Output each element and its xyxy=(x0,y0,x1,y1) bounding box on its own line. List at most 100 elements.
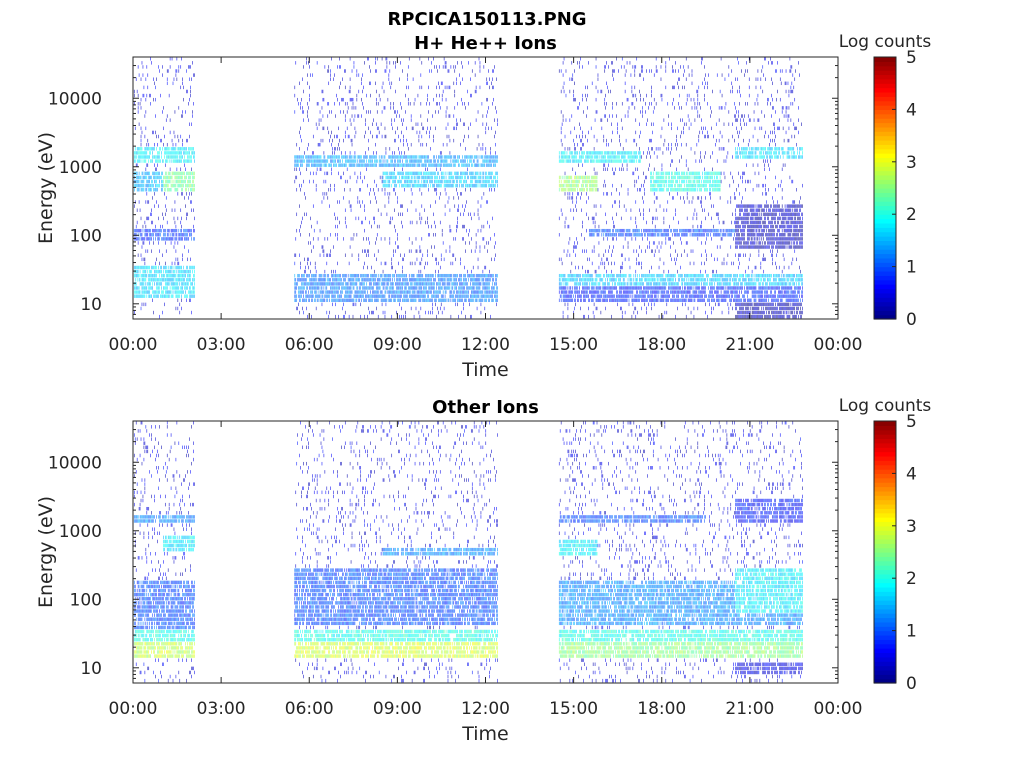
spectrogram-cell xyxy=(428,188,429,192)
spectrogram-cell xyxy=(414,175,416,180)
spectrogram-cell xyxy=(312,273,314,278)
spectrogram-cell xyxy=(579,122,580,126)
spectrogram-cell xyxy=(447,298,449,303)
spectrogram-cell xyxy=(145,147,147,151)
spectrogram-cell xyxy=(158,241,159,245)
spectrogram-cell xyxy=(330,183,331,188)
spectrogram-cell xyxy=(470,163,472,167)
spectrogram-cell xyxy=(450,290,452,294)
spectrogram-cell xyxy=(322,97,324,102)
spectrogram-cell xyxy=(306,163,307,167)
spectrogram-cell xyxy=(559,175,561,180)
spectrogram-cell xyxy=(337,237,338,241)
spectrogram-cell xyxy=(351,298,353,303)
spectrogram-cell xyxy=(154,142,155,147)
spectrogram-cell xyxy=(189,294,190,298)
spectrogram-cell xyxy=(193,278,194,282)
spectrogram-cell xyxy=(572,278,574,282)
spectrogram-cell xyxy=(561,273,563,278)
spectrogram-cell xyxy=(344,298,345,303)
spectrogram-cell xyxy=(449,228,451,233)
spectrogram-cell xyxy=(320,155,322,159)
spectrogram-cell xyxy=(410,278,412,282)
spectrogram-cell xyxy=(175,155,177,159)
spectrogram-cell xyxy=(166,155,168,159)
spectrogram-cell xyxy=(468,134,469,139)
spectrogram-cell xyxy=(373,188,374,192)
spectrogram-cell xyxy=(178,175,180,180)
spectrogram-cell xyxy=(447,69,449,73)
spectrogram-cell xyxy=(384,155,386,159)
spectrogram-cell xyxy=(179,282,181,286)
spectrogram-cell xyxy=(416,290,418,294)
spectrogram-cell xyxy=(190,200,191,204)
spectrogram-cell xyxy=(343,237,344,241)
spectrogram-cell xyxy=(582,273,583,278)
spectrogram-cell xyxy=(179,278,181,282)
spectrogram-cell xyxy=(379,290,381,294)
spectrogram-cell xyxy=(168,171,170,176)
spectrogram-cell xyxy=(402,265,403,270)
spectrogram-cell xyxy=(176,233,178,237)
spectrogram-cell xyxy=(488,106,489,110)
spectrogram-cell xyxy=(494,155,495,159)
spectrogram-cell xyxy=(295,175,297,180)
spectrogram-cell xyxy=(160,175,161,180)
spectrogram-cell xyxy=(152,171,153,176)
spectrogram-cell xyxy=(436,65,437,69)
spectrogram-cell xyxy=(133,155,135,159)
spectrogram-cell xyxy=(419,273,421,278)
spectrogram-cell xyxy=(303,155,304,159)
spectrogram-cell xyxy=(306,294,307,298)
spectrogram-cell xyxy=(574,183,575,188)
spectrogram-cell xyxy=(465,290,466,294)
spectrogram-cell xyxy=(495,179,496,184)
spectrogram-cell xyxy=(165,249,167,253)
spectrogram-cell xyxy=(163,233,164,237)
spectrogram-cell xyxy=(313,273,315,278)
spectrogram-cell xyxy=(452,253,454,257)
spectrogram-cell xyxy=(449,224,451,229)
spectrogram-cell xyxy=(439,179,441,184)
spectrogram-cell xyxy=(448,196,450,200)
spectrogram-cell xyxy=(191,122,192,126)
spectrogram-cell xyxy=(483,163,485,167)
spectrogram-cell xyxy=(302,286,303,290)
spectrogram-cell xyxy=(153,241,154,245)
spectrogram-cell xyxy=(395,61,396,65)
spectrogram-cell xyxy=(420,278,422,282)
spectrogram-cell xyxy=(145,97,147,102)
spectrogram-cell xyxy=(433,97,434,102)
spectrogram-cell xyxy=(135,179,137,184)
spectrogram-cell xyxy=(491,155,492,159)
spectrogram-cell xyxy=(179,294,181,298)
spectrogram-cell xyxy=(457,273,458,278)
spectrogram-cell xyxy=(175,159,177,163)
spectrogram-cell xyxy=(478,155,480,159)
spectrogram-cell xyxy=(559,183,561,188)
spectrogram-cell xyxy=(383,286,385,290)
spectrogram-cell xyxy=(328,102,330,106)
spectrogram-cell xyxy=(574,159,575,163)
spectrogram-cell xyxy=(164,134,165,139)
spectrogram-cell xyxy=(432,183,433,188)
spectrogram-cell xyxy=(392,151,393,155)
spectrogram-cell xyxy=(468,61,469,65)
spectrogram-cell xyxy=(382,282,384,286)
spectrogram-cell xyxy=(403,294,404,298)
spectrogram-cell xyxy=(323,155,325,159)
spectrogram-cell xyxy=(495,175,496,180)
spectrogram-cell xyxy=(158,159,159,163)
spectrogram-cell xyxy=(152,159,153,163)
spectrogram-cell xyxy=(173,216,175,221)
spectrogram-cell xyxy=(155,114,156,118)
spectrogram-cell xyxy=(328,81,330,86)
spectrogram-cell xyxy=(423,278,425,282)
spectrogram-cell xyxy=(363,294,364,298)
spectrogram-cell xyxy=(420,269,422,274)
spectrogram-cell xyxy=(562,151,564,155)
spectrogram-cell xyxy=(492,273,493,278)
spectrogram-cell xyxy=(161,138,162,143)
spectrogram-cell xyxy=(577,106,578,110)
spectrogram-cell xyxy=(148,216,150,221)
